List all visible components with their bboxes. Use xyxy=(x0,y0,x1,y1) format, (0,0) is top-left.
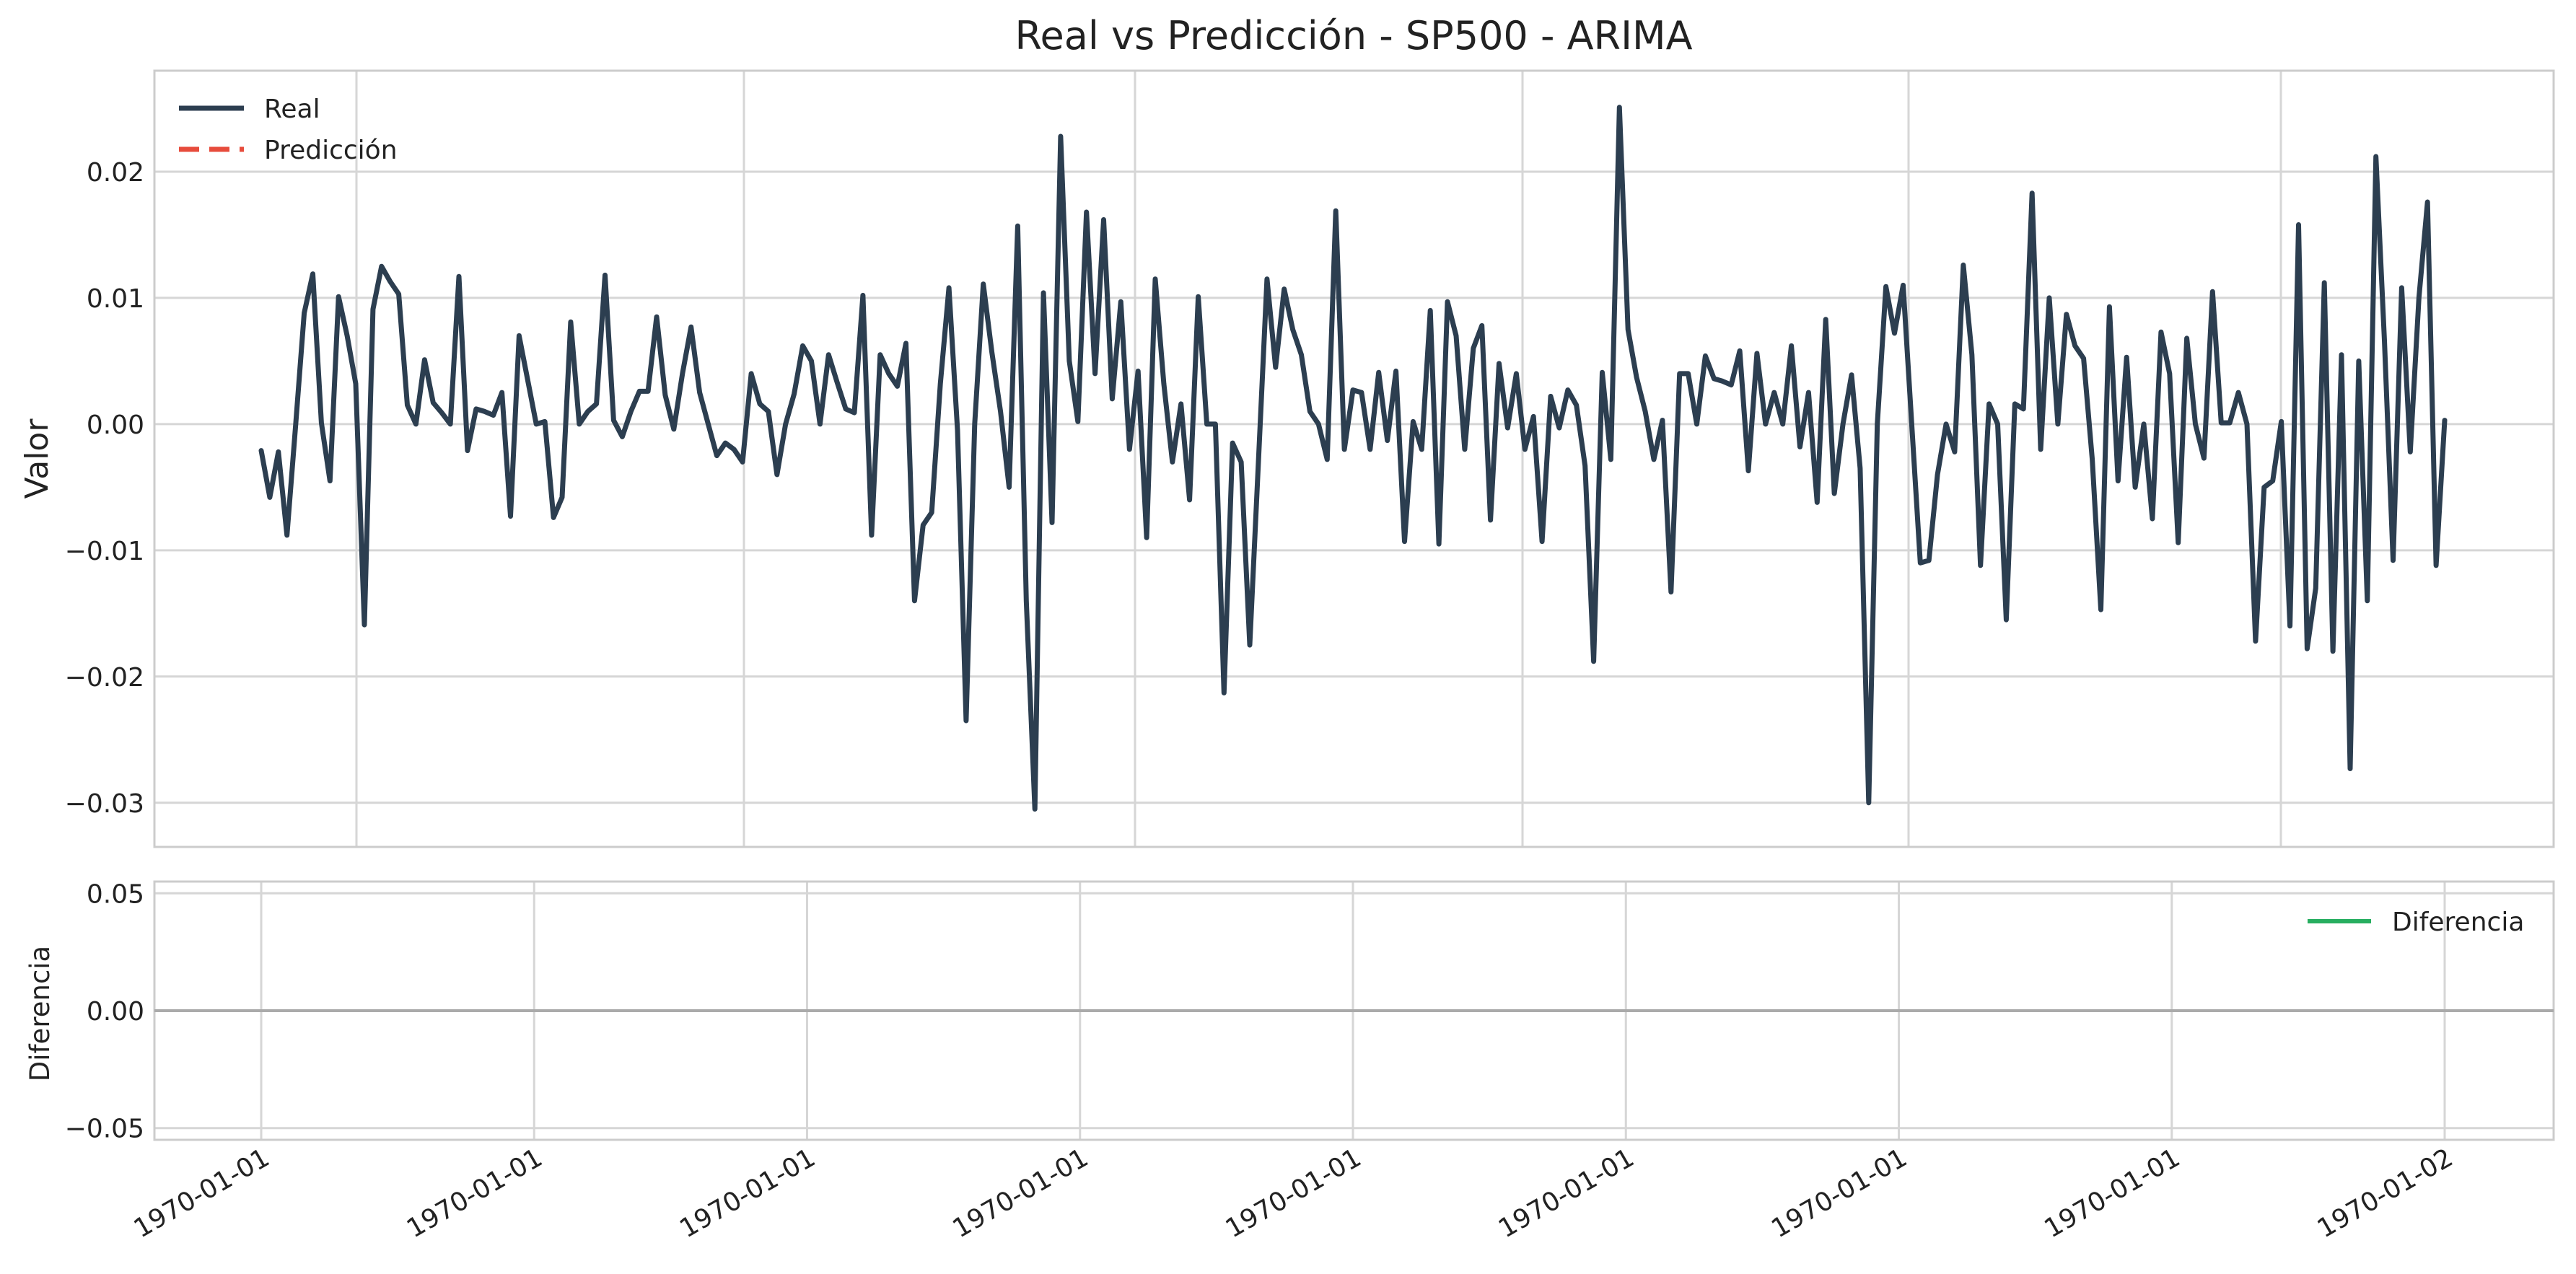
legend-label-prediccion: Predicción xyxy=(264,136,398,165)
bottom-y-tick-labels: −0.05 0.00 0.05 xyxy=(65,879,144,1143)
top-y-tick-label: 0.00 xyxy=(87,410,144,440)
top-y-tick-label: −0.01 xyxy=(65,537,144,566)
top-y-tick-label: 0.02 xyxy=(87,158,144,188)
chart-title: Real vs Predicción - SP500 - ARIMA xyxy=(1015,13,1692,58)
bottom-y-axis-label: Diferencia xyxy=(25,946,56,1081)
top-plot-frame xyxy=(153,69,2555,848)
legend-label-real: Real xyxy=(264,95,320,124)
bottom-y-tick-label: 0.05 xyxy=(87,879,144,909)
top-y-tick-label: 0.01 xyxy=(87,284,144,314)
top-y-tick-label: −0.03 xyxy=(65,789,144,819)
top-y-tick-labels: −0.03 −0.02 −0.01 0.00 0.01 0.02 xyxy=(65,158,144,819)
bottom-y-tick-label: 0.00 xyxy=(87,997,144,1027)
top-y-tick-label: −0.02 xyxy=(65,663,144,693)
top-legend: Real Predicción xyxy=(179,95,398,165)
top-y-axis-label: Valor xyxy=(19,418,56,499)
real-series-line xyxy=(258,105,2448,812)
bottom-legend: Diferencia xyxy=(2308,908,2524,937)
legend-label-diferencia: Diferencia xyxy=(2392,908,2524,937)
bottom-y-tick-label: −0.05 xyxy=(65,1115,144,1144)
